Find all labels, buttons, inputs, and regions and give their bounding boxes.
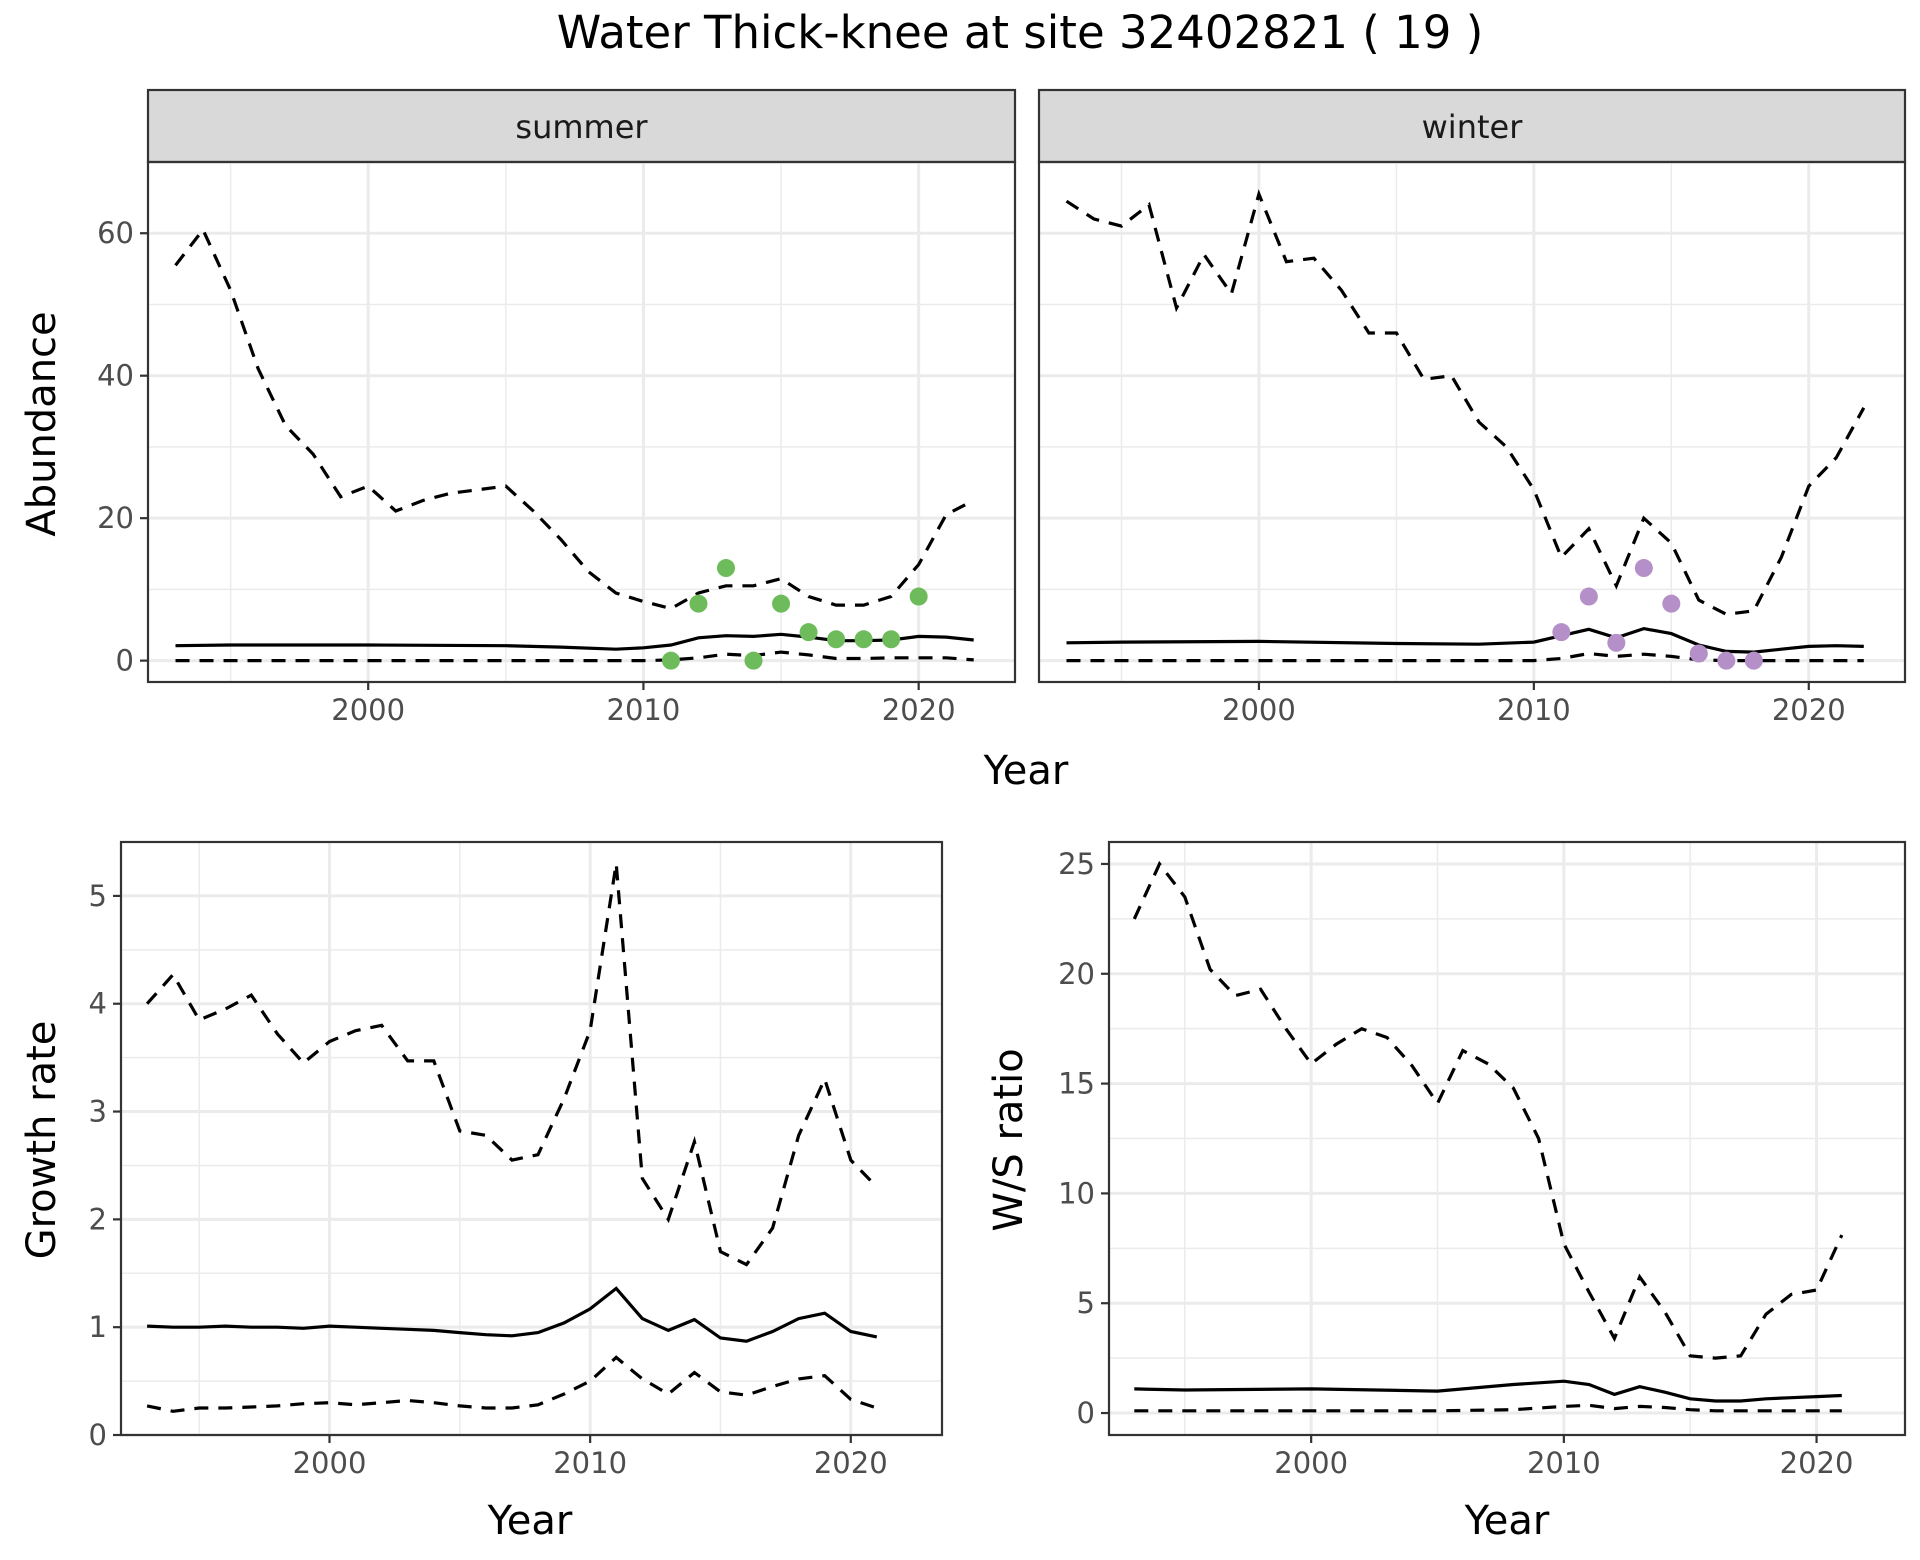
growth-rate-panel: 2000 2010 2020 0 1 2 3 4 5 <box>89 840 944 1480</box>
y-tick-label: 0 <box>116 644 134 678</box>
observation-point <box>909 587 928 606</box>
y-tick-label: 20 <box>1058 957 1095 991</box>
observation-point <box>1552 623 1571 642</box>
abundance-summer-panel: 2000 2010 2020 0 20 40 60 <box>97 160 1017 727</box>
x-tick-label: 2000 <box>1222 693 1296 727</box>
abundance-winter-panel: 2000 2010 2020 <box>1037 160 1907 727</box>
panel-border <box>1107 840 1907 1437</box>
y-tick-label: 10 <box>1058 1176 1095 1210</box>
observation-point <box>854 630 873 649</box>
upper-ci-line <box>145 863 878 1267</box>
x-tick-label: 2000 <box>293 1446 367 1480</box>
x-tick-label: 2010 <box>607 693 681 727</box>
ws-ratio-panel: 2000 2010 2020 0 5 10 15 20 25 <box>1058 840 1907 1480</box>
y-tick-label: 25 <box>1058 847 1095 881</box>
x-tick-label: 2010 <box>1497 693 1571 727</box>
strip-winter-background <box>1037 88 1907 164</box>
y-tick-label: 15 <box>1058 1067 1095 1101</box>
observation-point <box>1607 633 1626 652</box>
x-tick-label: 2020 <box>814 1446 888 1480</box>
strip-winter-label: winter <box>1422 108 1524 146</box>
panel-border <box>1037 160 1907 684</box>
lower-ci-line <box>175 650 974 663</box>
lower-ci-line <box>1066 651 1864 663</box>
upper-ci-line <box>1132 860 1844 1360</box>
x-tick-label: 2000 <box>331 693 405 727</box>
observation-point <box>1744 651 1763 670</box>
y-tick-label: 5 <box>89 879 107 913</box>
y-tick-label: 0 <box>89 1418 107 1452</box>
y-tick-label: 2 <box>89 1202 107 1236</box>
panel-border <box>119 840 944 1437</box>
observation-point <box>744 651 763 670</box>
x-tick-label: 2020 <box>1772 693 1846 727</box>
facet-strip-winter: winter <box>1037 88 1907 164</box>
observation-point <box>1662 594 1681 613</box>
ws-ratio-y-axis-title: W/S ratio <box>986 1048 1032 1231</box>
observation-point <box>1634 559 1653 578</box>
x-tick-label: 2020 <box>1780 1446 1854 1480</box>
mean-line <box>1066 626 1864 654</box>
strip-summer-label: summer <box>515 108 648 146</box>
mean-line <box>1134 1379 1842 1403</box>
facet-strip-summer: summer <box>146 88 1017 164</box>
observation-point <box>1579 587 1598 606</box>
x-tick-label: 2020 <box>882 693 956 727</box>
ws-ratio-x-axis-title: Year <box>1464 1498 1550 1544</box>
observation-point <box>689 594 708 613</box>
panel-border <box>146 160 1017 684</box>
x-tick-label: 2000 <box>1274 1446 1348 1480</box>
growth-rate-x-axis-title: Year <box>487 1498 573 1544</box>
y-tick-label: 3 <box>89 1095 107 1129</box>
observation-point <box>772 594 791 613</box>
y-tick-label: 4 <box>89 987 107 1021</box>
observation-point <box>717 559 735 578</box>
growth-rate-y-axis-title: Growth rate <box>19 1021 65 1260</box>
observation-point <box>661 651 680 670</box>
lower-ci-line <box>146 1355 878 1413</box>
observation-point <box>1717 651 1736 670</box>
mean-line <box>147 1286 878 1343</box>
y-tick-label: 20 <box>97 501 134 535</box>
x-tick-label: 2010 <box>1527 1446 1601 1480</box>
abundance-y-axis-title: Abundance <box>19 311 65 536</box>
x-tick-label: 2010 <box>553 1446 627 1480</box>
y-tick-label: 0 <box>1077 1396 1095 1430</box>
observation-point <box>1689 644 1708 663</box>
upper-ci-line <box>1065 189 1866 616</box>
lower-ci-line <box>1134 1403 1842 1413</box>
y-tick-label: 40 <box>97 359 134 393</box>
observation-point <box>799 623 818 642</box>
observation-point <box>827 630 846 649</box>
abundance-x-axis-title: Year <box>983 748 1069 794</box>
y-tick-label: 60 <box>97 216 134 250</box>
y-tick-label: 5 <box>1077 1286 1095 1320</box>
y-tick-label: 1 <box>89 1310 107 1344</box>
mean-line <box>175 632 974 651</box>
observation-point <box>882 630 901 649</box>
figure-title: Water Thick-knee at site 32402821 ( 19 ) <box>557 6 1484 59</box>
upper-ci-line <box>174 226 975 611</box>
strip-summer-background <box>146 88 1017 164</box>
